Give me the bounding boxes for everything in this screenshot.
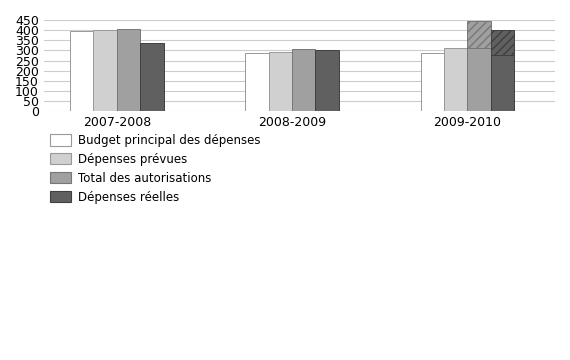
- Bar: [467, 21, 491, 48]
- Bar: [245, 53, 268, 112]
- Bar: [117, 29, 140, 112]
- Bar: [70, 31, 93, 112]
- Bar: [491, 55, 514, 112]
- Bar: [292, 49, 315, 112]
- Bar: [93, 30, 117, 112]
- Bar: [268, 51, 292, 112]
- Bar: [444, 48, 467, 112]
- Bar: [421, 53, 444, 112]
- Bar: [315, 50, 339, 112]
- Legend: Budget principal des dépenses, Dépenses prévues, Total des autorisations, Dépens: Budget principal des dépenses, Dépenses …: [50, 134, 260, 203]
- Bar: [467, 48, 491, 112]
- Bar: [491, 30, 514, 55]
- Bar: [140, 43, 164, 112]
